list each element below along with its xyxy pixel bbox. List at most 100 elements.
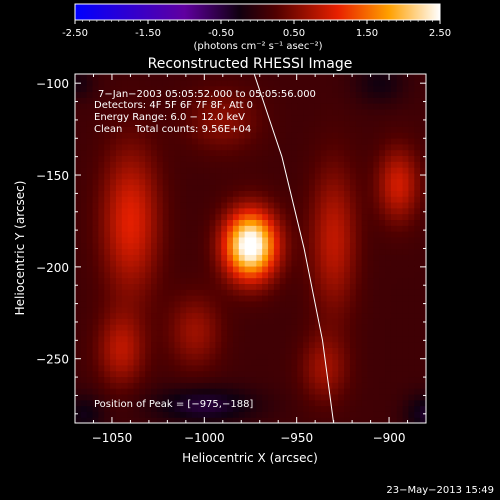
heatmap-cell <box>285 97 293 104</box>
heatmap-cell <box>168 248 176 255</box>
heatmap-cell <box>227 108 234 116</box>
heatmap-cell <box>414 359 421 366</box>
heatmap-cell <box>197 300 205 308</box>
heatmap-cell <box>314 190 322 197</box>
heatmap-cell <box>186 236 193 244</box>
heatmap-cell <box>349 172 357 180</box>
heatmap-cell <box>250 137 257 145</box>
heatmap-cell <box>168 132 176 139</box>
heatmap-cell <box>367 388 374 395</box>
heatmap-cell <box>250 329 257 337</box>
heatmap-cell <box>232 132 240 139</box>
heatmap-cell <box>209 225 216 232</box>
heatmap-cell <box>279 405 287 412</box>
heatmap-cell <box>250 114 257 122</box>
heatmap-cell <box>285 347 293 354</box>
heatmap-cell <box>262 382 269 389</box>
heatmap-cell <box>203 335 211 343</box>
heatmap-cell <box>256 341 263 348</box>
heatmap-cell <box>92 126 99 133</box>
heatmap-cell <box>162 295 170 302</box>
heatmap-cell <box>186 393 193 401</box>
heatmap-cell <box>256 411 263 418</box>
heatmap-cell <box>332 347 339 354</box>
heatmap-cell <box>104 219 111 226</box>
heatmap-cell <box>332 370 339 378</box>
heatmap-cell <box>414 242 421 250</box>
heatmap-cell <box>402 219 410 226</box>
heatmap-cell <box>133 265 140 273</box>
heatmap-cell <box>355 324 363 331</box>
heatmap-cell <box>262 306 269 314</box>
heatmap-cell <box>92 137 99 145</box>
heatmap-cell <box>309 137 316 145</box>
heatmap-cell <box>227 79 234 87</box>
heatmap-cell <box>192 225 199 232</box>
heatmap-cell <box>127 359 135 366</box>
heatmap-cell <box>192 260 199 267</box>
heatmap-cell <box>139 91 146 98</box>
heatmap-cell <box>402 132 410 139</box>
heatmap-cell <box>420 120 426 127</box>
heatmap-cell <box>297 277 304 284</box>
heatmap-cell <box>285 277 293 284</box>
heatmap-cell <box>238 376 246 383</box>
heatmap-cell <box>349 318 357 325</box>
heatmap-cell <box>268 74 275 81</box>
heatmap-cell <box>420 143 426 151</box>
heatmap-cell <box>192 405 199 412</box>
heatmap-cell <box>285 85 293 93</box>
heatmap-cell <box>238 196 246 203</box>
heatmap-cell <box>145 277 152 284</box>
heatmap-cell <box>349 74 357 81</box>
heatmap-cell <box>227 236 234 244</box>
heatmap-cell <box>86 231 94 238</box>
heatmap-cell <box>309 324 316 331</box>
heatmap-cell <box>238 370 246 378</box>
heatmap-cell <box>250 184 257 191</box>
heatmap-cell <box>268 318 275 325</box>
heatmap-cell <box>396 370 404 378</box>
heatmap-cell <box>402 388 410 395</box>
heatmap-cell <box>402 236 410 244</box>
heatmap-cell <box>244 277 252 284</box>
heatmap-cell <box>361 190 369 197</box>
heatmap-cell <box>221 405 228 412</box>
heatmap-cell <box>361 213 369 221</box>
heatmap-cell <box>309 306 316 314</box>
heatmap-cell <box>151 312 158 319</box>
heatmap-cell <box>402 225 410 232</box>
heatmap-cell <box>244 103 252 110</box>
heatmap-cell <box>180 172 187 180</box>
heatmap-cell <box>86 359 94 366</box>
heatmap-cell <box>355 405 363 412</box>
heatmap-cell <box>115 260 123 267</box>
heatmap-cell <box>355 225 363 232</box>
heatmap-cell <box>197 120 205 127</box>
heatmap-cell <box>373 399 380 407</box>
heatmap-cell <box>408 108 415 116</box>
heatmap-cell <box>232 213 240 221</box>
heatmap-cell <box>326 277 333 284</box>
heatmap-cell <box>139 295 146 302</box>
heatmap-cell <box>209 161 216 168</box>
heatmap-cell <box>115 382 123 389</box>
heatmap-cell <box>232 376 240 383</box>
heatmap-cell <box>145 178 152 186</box>
heatmap-cell <box>180 219 187 226</box>
heatmap-cell <box>279 399 287 407</box>
heatmap-cell <box>232 254 240 261</box>
heatmap-cell <box>238 359 246 366</box>
heatmap-cell <box>145 335 152 343</box>
heatmap-cell <box>180 108 187 116</box>
heatmap-cell <box>145 219 152 226</box>
heatmap-cell <box>320 219 328 226</box>
heatmap-cell <box>332 236 339 244</box>
heatmap-cell <box>373 213 380 221</box>
heatmap-cell <box>197 207 205 215</box>
heatmap-cell <box>361 201 369 209</box>
heatmap-cell <box>186 324 193 331</box>
heatmap-cell <box>86 364 94 372</box>
heatmap-cell <box>373 329 380 337</box>
heatmap-cell <box>110 178 117 186</box>
